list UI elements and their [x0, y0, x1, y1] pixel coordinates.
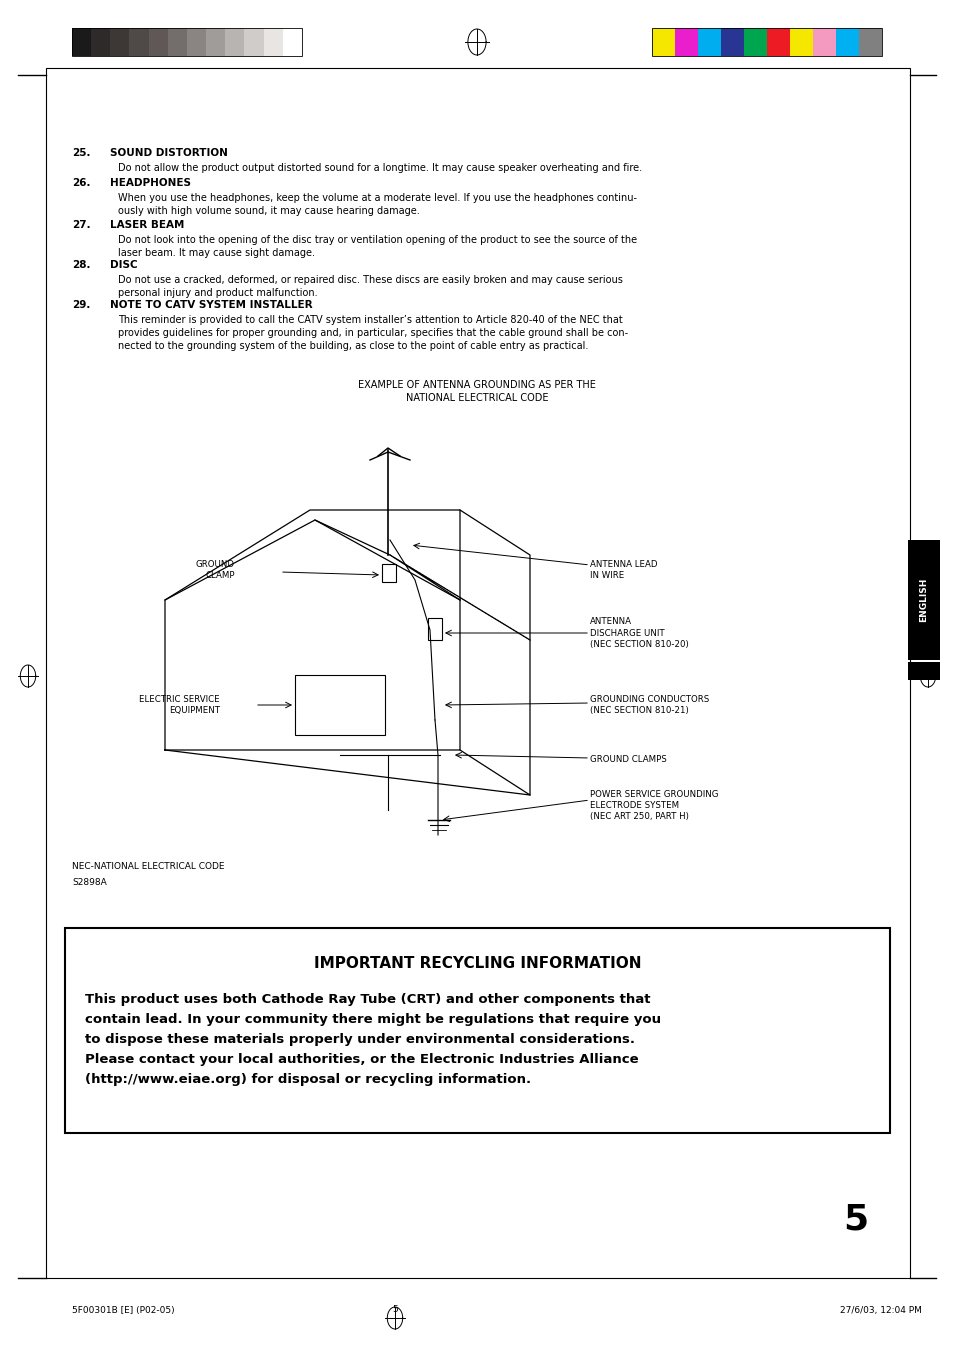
Text: NEC-NATIONAL ELECTRICAL CODE: NEC-NATIONAL ELECTRICAL CODE: [71, 862, 224, 871]
Bar: [71, 28, 91, 55]
Text: 26.: 26.: [71, 178, 91, 188]
Text: HEADPHONES: HEADPHONES: [110, 178, 191, 188]
Bar: [149, 28, 168, 55]
Text: DISC: DISC: [110, 259, 137, 270]
Bar: [263, 28, 282, 55]
Text: 27/6/03, 12:04 PM: 27/6/03, 12:04 PM: [840, 1305, 921, 1315]
Bar: [766, 28, 789, 55]
Text: ENGLISH: ENGLISH: [919, 578, 927, 623]
Text: NOTE TO CATV SYSTEM INSTALLER: NOTE TO CATV SYSTEM INSTALLER: [110, 300, 313, 309]
Bar: [225, 28, 244, 55]
Bar: [651, 28, 882, 55]
Bar: [907, 540, 939, 661]
Text: S2898A: S2898A: [71, 878, 107, 888]
Bar: [91, 28, 111, 55]
Bar: [812, 28, 835, 55]
Bar: [111, 28, 130, 55]
Text: ANTENNA LEAD
IN WIRE: ANTENNA LEAD IN WIRE: [589, 559, 657, 580]
Text: ELECTRIC SERVICE
EQUIPMENT: ELECTRIC SERVICE EQUIPMENT: [139, 694, 220, 715]
Text: 28.: 28.: [71, 259, 91, 270]
Bar: [675, 28, 698, 55]
Bar: [130, 28, 149, 55]
Bar: [907, 662, 939, 680]
Bar: [428, 617, 441, 640]
Text: Do not allow the product output distorted sound for a longtime. It may cause spe: Do not allow the product output distorte…: [118, 163, 641, 173]
Text: GROUND
CLAMP: GROUND CLAMP: [195, 559, 234, 580]
Text: When you use the headphones, keep the volume at a moderate level. If you use the: When you use the headphones, keep the vo…: [118, 193, 637, 216]
Text: 5: 5: [392, 1305, 397, 1315]
Bar: [835, 28, 858, 55]
Text: This reminder is provided to call the CATV system installer’s attention to Artic: This reminder is provided to call the CA…: [118, 315, 627, 351]
Bar: [71, 28, 302, 55]
Text: EXAMPLE OF ANTENNA GROUNDING AS PER THE
NATIONAL ELECTRICAL CODE: EXAMPLE OF ANTENNA GROUNDING AS PER THE …: [357, 380, 596, 403]
Bar: [206, 28, 225, 55]
Bar: [651, 28, 675, 55]
Bar: [381, 563, 395, 582]
Text: This product uses both Cathode Ray Tube (CRT) and other components that
contain : This product uses both Cathode Ray Tube …: [85, 993, 660, 1086]
Bar: [187, 28, 206, 55]
Text: ANTENNA
DISCHARGE UNIT
(NEC SECTION 810-20): ANTENNA DISCHARGE UNIT (NEC SECTION 810-…: [589, 617, 688, 648]
Bar: [46, 68, 909, 1278]
Text: SOUND DISTORTION: SOUND DISTORTION: [110, 149, 228, 158]
Text: POWER SERVICE GROUNDING
ELECTRODE SYSTEM
(NEC ART 250, PART H): POWER SERVICE GROUNDING ELECTRODE SYSTEM…: [589, 790, 718, 821]
Text: LASER BEAM: LASER BEAM: [110, 220, 184, 230]
Bar: [65, 928, 889, 1133]
Bar: [168, 28, 187, 55]
Bar: [698, 28, 720, 55]
Text: GROUND CLAMPS: GROUND CLAMPS: [589, 755, 666, 765]
Bar: [858, 28, 882, 55]
Text: 29.: 29.: [71, 300, 91, 309]
Bar: [743, 28, 766, 55]
Text: 25.: 25.: [71, 149, 91, 158]
Bar: [789, 28, 812, 55]
Bar: [294, 676, 385, 735]
Text: IMPORTANT RECYCLING INFORMATION: IMPORTANT RECYCLING INFORMATION: [314, 957, 640, 971]
Text: 5F00301B [E] (P02-05): 5F00301B [E] (P02-05): [71, 1305, 174, 1315]
Bar: [720, 28, 743, 55]
Text: 5: 5: [842, 1202, 867, 1238]
Text: Do not use a cracked, deformed, or repaired disc. These discs are easily broken : Do not use a cracked, deformed, or repai…: [118, 276, 622, 297]
Bar: [282, 28, 302, 55]
Bar: [244, 28, 263, 55]
Text: 27.: 27.: [71, 220, 91, 230]
Text: Do not look into the opening of the disc tray or ventilation opening of the prod: Do not look into the opening of the disc…: [118, 235, 637, 258]
Text: GROUNDING CONDUCTORS
(NEC SECTION 810-21): GROUNDING CONDUCTORS (NEC SECTION 810-21…: [589, 694, 708, 715]
